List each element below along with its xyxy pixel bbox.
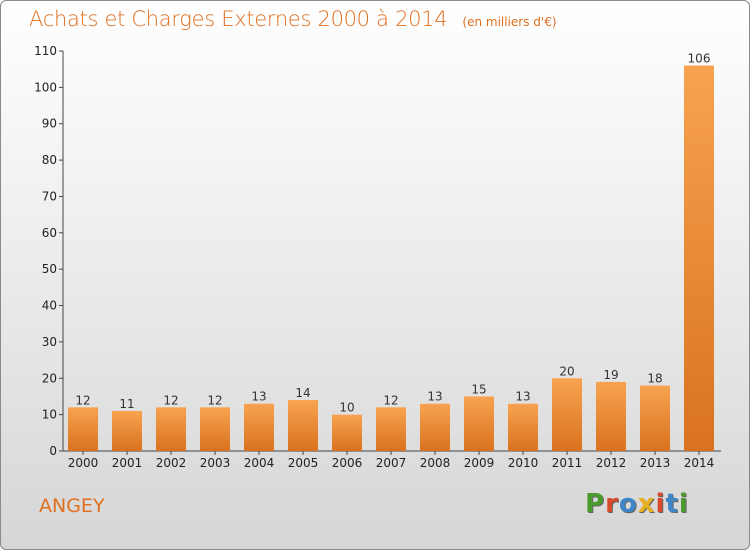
bar-2003 [200,407,230,451]
y-tick-label: 0 [49,444,57,458]
x-tick-label: 2006 [332,456,363,470]
logo-letter: o [618,489,638,519]
commune-name: ANGEY [39,495,105,517]
y-tick-label: 40 [42,299,57,313]
data-label-2014: 106 [688,52,711,66]
proxiti-logo[interactable]: Proxiti [585,489,689,519]
y-tick-label: 60 [42,226,57,240]
logo-letter: r [605,489,619,519]
data-label-2004: 13 [251,390,266,404]
bars [68,65,714,451]
bar-2013 [640,385,670,451]
x-tick-label: 2014 [684,456,715,470]
data-label-2007: 12 [383,393,398,407]
bar-2006 [332,414,362,451]
bar-2007 [376,407,406,451]
bar-2012 [596,381,626,451]
x-tick-label: 2007 [376,456,407,470]
title-row: Achats et Charges Externes 2000 à 2014 (… [29,7,557,31]
bar-2001 [112,411,142,451]
logo-letter: t [665,489,679,519]
logo-letter: i [678,489,689,519]
chart-unit: (en milliers d'€) [462,15,557,29]
data-label-2013: 18 [647,372,662,386]
data-label-2011: 20 [559,364,574,378]
x-tick-label: 2011 [552,456,583,470]
x-tick-label: 2009 [464,456,495,470]
x-tick-label: 2000 [68,456,99,470]
y-tick-label: 10 [42,408,57,422]
x-tick-label: 2013 [640,456,671,470]
bar-2000 [68,407,98,451]
bar-2014 [684,65,714,451]
data-label-2002: 12 [163,393,178,407]
y-tick-label: 100 [34,80,57,94]
data-label-2009: 15 [471,382,486,396]
data-label-2003: 12 [207,393,222,407]
logo-letter: x [637,489,656,519]
data-label-2005: 14 [295,386,310,400]
y-tick-label: 80 [42,153,57,167]
x-tick-label: 2012 [596,456,627,470]
bar-2005 [288,400,318,451]
bar-2008 [420,403,450,451]
bar-2002 [156,407,186,451]
bar-2011 [552,378,582,451]
x-tick-label: 2010 [508,456,539,470]
data-label-2008: 13 [427,390,442,404]
bar-2004 [244,403,274,451]
x-tick-label: 2005 [288,456,319,470]
y-tick-label: 50 [42,262,57,276]
chart-title: Achats et Charges Externes 2000 à 2014 [29,7,448,31]
logo-letter: i [655,489,666,519]
y-tick-label: 30 [42,335,57,349]
data-labels: 12 11 12 12 13 14 10 12 13 15 13 20 19 18 106 [75,52,710,415]
bar-2010 [508,403,538,451]
data-label-2010: 13 [515,390,530,404]
logo-letter: P [585,489,606,519]
y-tick-label: 90 [42,117,57,131]
x-tick-label: 2001 [112,456,143,470]
data-label-2012: 19 [603,368,618,382]
x-tick-label: 2004 [244,456,275,470]
x-tick-label: 2003 [200,456,231,470]
y-tick-label: 110 [34,44,57,58]
y-tick-label: 20 [42,371,57,385]
axes: 0 10 20 30 40 50 60 70 80 90 100 110 2000 2001 2002 200… [34,44,721,470]
data-label-2006: 10 [339,401,354,415]
x-tick-label: 2002 [156,456,187,470]
x-tick-label: 2008 [420,456,451,470]
y-tick-label: 70 [42,189,57,203]
data-label-2001: 11 [119,397,134,411]
bar-2009 [464,396,494,451]
data-label-2000: 12 [75,393,90,407]
